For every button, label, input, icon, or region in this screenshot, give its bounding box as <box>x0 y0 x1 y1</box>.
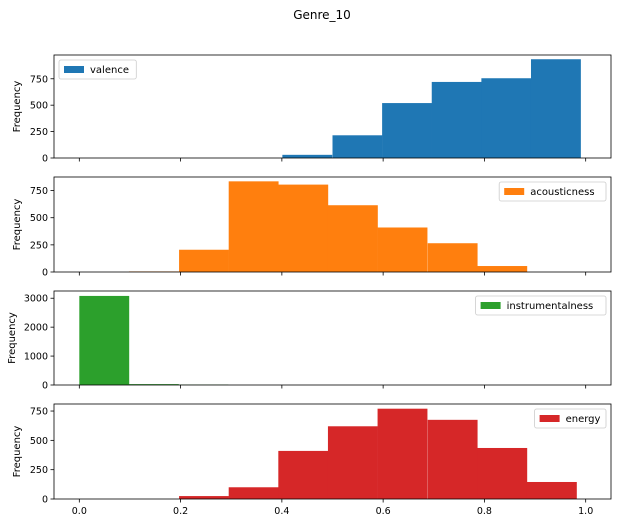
bar-acousticness-3 <box>278 184 329 272</box>
panel-instrumentalness: 0 1000 2000 3000 Frequency instrumentalness <box>7 290 612 392</box>
legend-box-energy <box>534 408 607 429</box>
legend-box-valence <box>58 59 137 80</box>
legend-label-instrumentalness: instrumentalness <box>507 301 594 312</box>
bar-energy-5 <box>427 419 478 499</box>
ytick-label-instrumentalness-0: 0 <box>42 381 48 392</box>
legend-energy: energy <box>534 408 607 429</box>
bar-acousticness-7 <box>477 266 528 272</box>
panel-valence: 0 250 500 750 Frequency valence <box>12 54 612 165</box>
figure-title: Genre_10 <box>293 8 351 22</box>
ytick-label-valence-1: 250 <box>30 127 48 138</box>
ylabel-valence: Frequency <box>12 81 23 133</box>
legend-instrumentalness: instrumentalness <box>475 295 607 316</box>
legend-box-instrumentalness <box>475 295 607 316</box>
bar-energy-7 <box>526 481 577 499</box>
xtick-label-0: 0.0 <box>72 506 87 517</box>
xtick-label-3: 0.6 <box>376 506 391 517</box>
bar-energy-0 <box>179 496 229 499</box>
xtick-label-1: 0.2 <box>173 506 188 517</box>
ytick-label-instrumentalness-2: 2000 <box>24 323 48 334</box>
bar-acousticness-5 <box>377 227 428 272</box>
axes-frame-energy <box>53 403 612 500</box>
ytick-label-valence-3: 750 <box>30 74 48 85</box>
legend-label-acousticness: acousticness <box>530 187 594 198</box>
legend-swatch-acousticness <box>504 188 525 195</box>
bar-energy-6 <box>477 447 528 499</box>
bar-valence-1 <box>332 135 383 158</box>
legend-swatch-valence <box>64 66 84 73</box>
legend-acousticness: acousticness <box>498 181 607 202</box>
bar-acousticness-6 <box>427 243 478 272</box>
axes-frame-acousticness <box>53 176 612 273</box>
legend-valence: valence <box>58 59 137 80</box>
ytick-label-acousticness-2: 500 <box>30 213 48 224</box>
bar-acousticness-1 <box>179 249 229 272</box>
ylabel-energy: Frequency <box>12 426 23 478</box>
bar-acousticness-2 <box>228 181 279 272</box>
ylabel-instrumentalness: Frequency <box>7 312 18 364</box>
ytick-label-acousticness-0: 0 <box>42 268 48 279</box>
ytick-label-instrumentalness-1: 1000 <box>24 352 48 363</box>
bar-energy-3 <box>327 426 378 499</box>
axes-frame-valence <box>53 54 612 159</box>
bar-energy-2 <box>278 450 329 499</box>
xtick-label-5: 1.0 <box>578 506 593 517</box>
panel-energy: 0 250 500 750 0.0 0.2 0.4 0.6 0.8 1.0 Frequency ene… <box>12 403 612 517</box>
bar-valence-4 <box>481 78 532 158</box>
ytick-label-valence-2: 500 <box>30 101 48 112</box>
ytick-label-energy-0: 0 <box>42 495 48 506</box>
ytick-label-energy-3: 750 <box>30 407 48 418</box>
ytick-label-energy-1: 250 <box>30 465 48 476</box>
ylabel-acousticness: Frequency <box>12 199 23 251</box>
bar-valence-3 <box>431 81 482 158</box>
legend-swatch-energy <box>539 415 560 422</box>
legend-swatch-instrumentalness <box>480 302 501 309</box>
bar-instrumentalness-0 <box>79 295 130 385</box>
legend-label-energy: energy <box>566 414 601 425</box>
legend-label-valence: valence <box>90 65 129 76</box>
bar-valence-2 <box>382 103 432 158</box>
xtick-label-2: 0.4 <box>274 506 289 517</box>
xtick-label-4: 0.8 <box>477 506 492 517</box>
ytick-label-valence-0: 0 <box>42 154 48 165</box>
bar-valence-0 <box>282 154 333 158</box>
axes-frame-instrumentalness <box>53 290 612 386</box>
legend-box-acousticness <box>498 181 607 202</box>
ytick-label-acousticness-1: 250 <box>30 240 48 251</box>
panel-acousticness: 0 250 500 750 Frequency acousticness <box>12 176 612 279</box>
bar-instrumentalness-1 <box>128 384 179 385</box>
ytick-label-energy-2: 500 <box>30 436 48 447</box>
ytick-label-acousticness-3: 750 <box>30 186 48 197</box>
bar-energy-1 <box>228 487 279 499</box>
bar-acousticness-4 <box>327 205 378 272</box>
bar-valence-5 <box>530 59 581 159</box>
bar-energy-4 <box>377 408 428 499</box>
ytick-label-instrumentalness-3: 3000 <box>24 294 48 305</box>
